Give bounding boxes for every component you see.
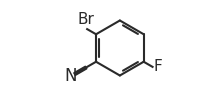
- Text: Br: Br: [78, 12, 95, 27]
- Text: F: F: [154, 59, 163, 74]
- Text: N: N: [65, 67, 77, 85]
